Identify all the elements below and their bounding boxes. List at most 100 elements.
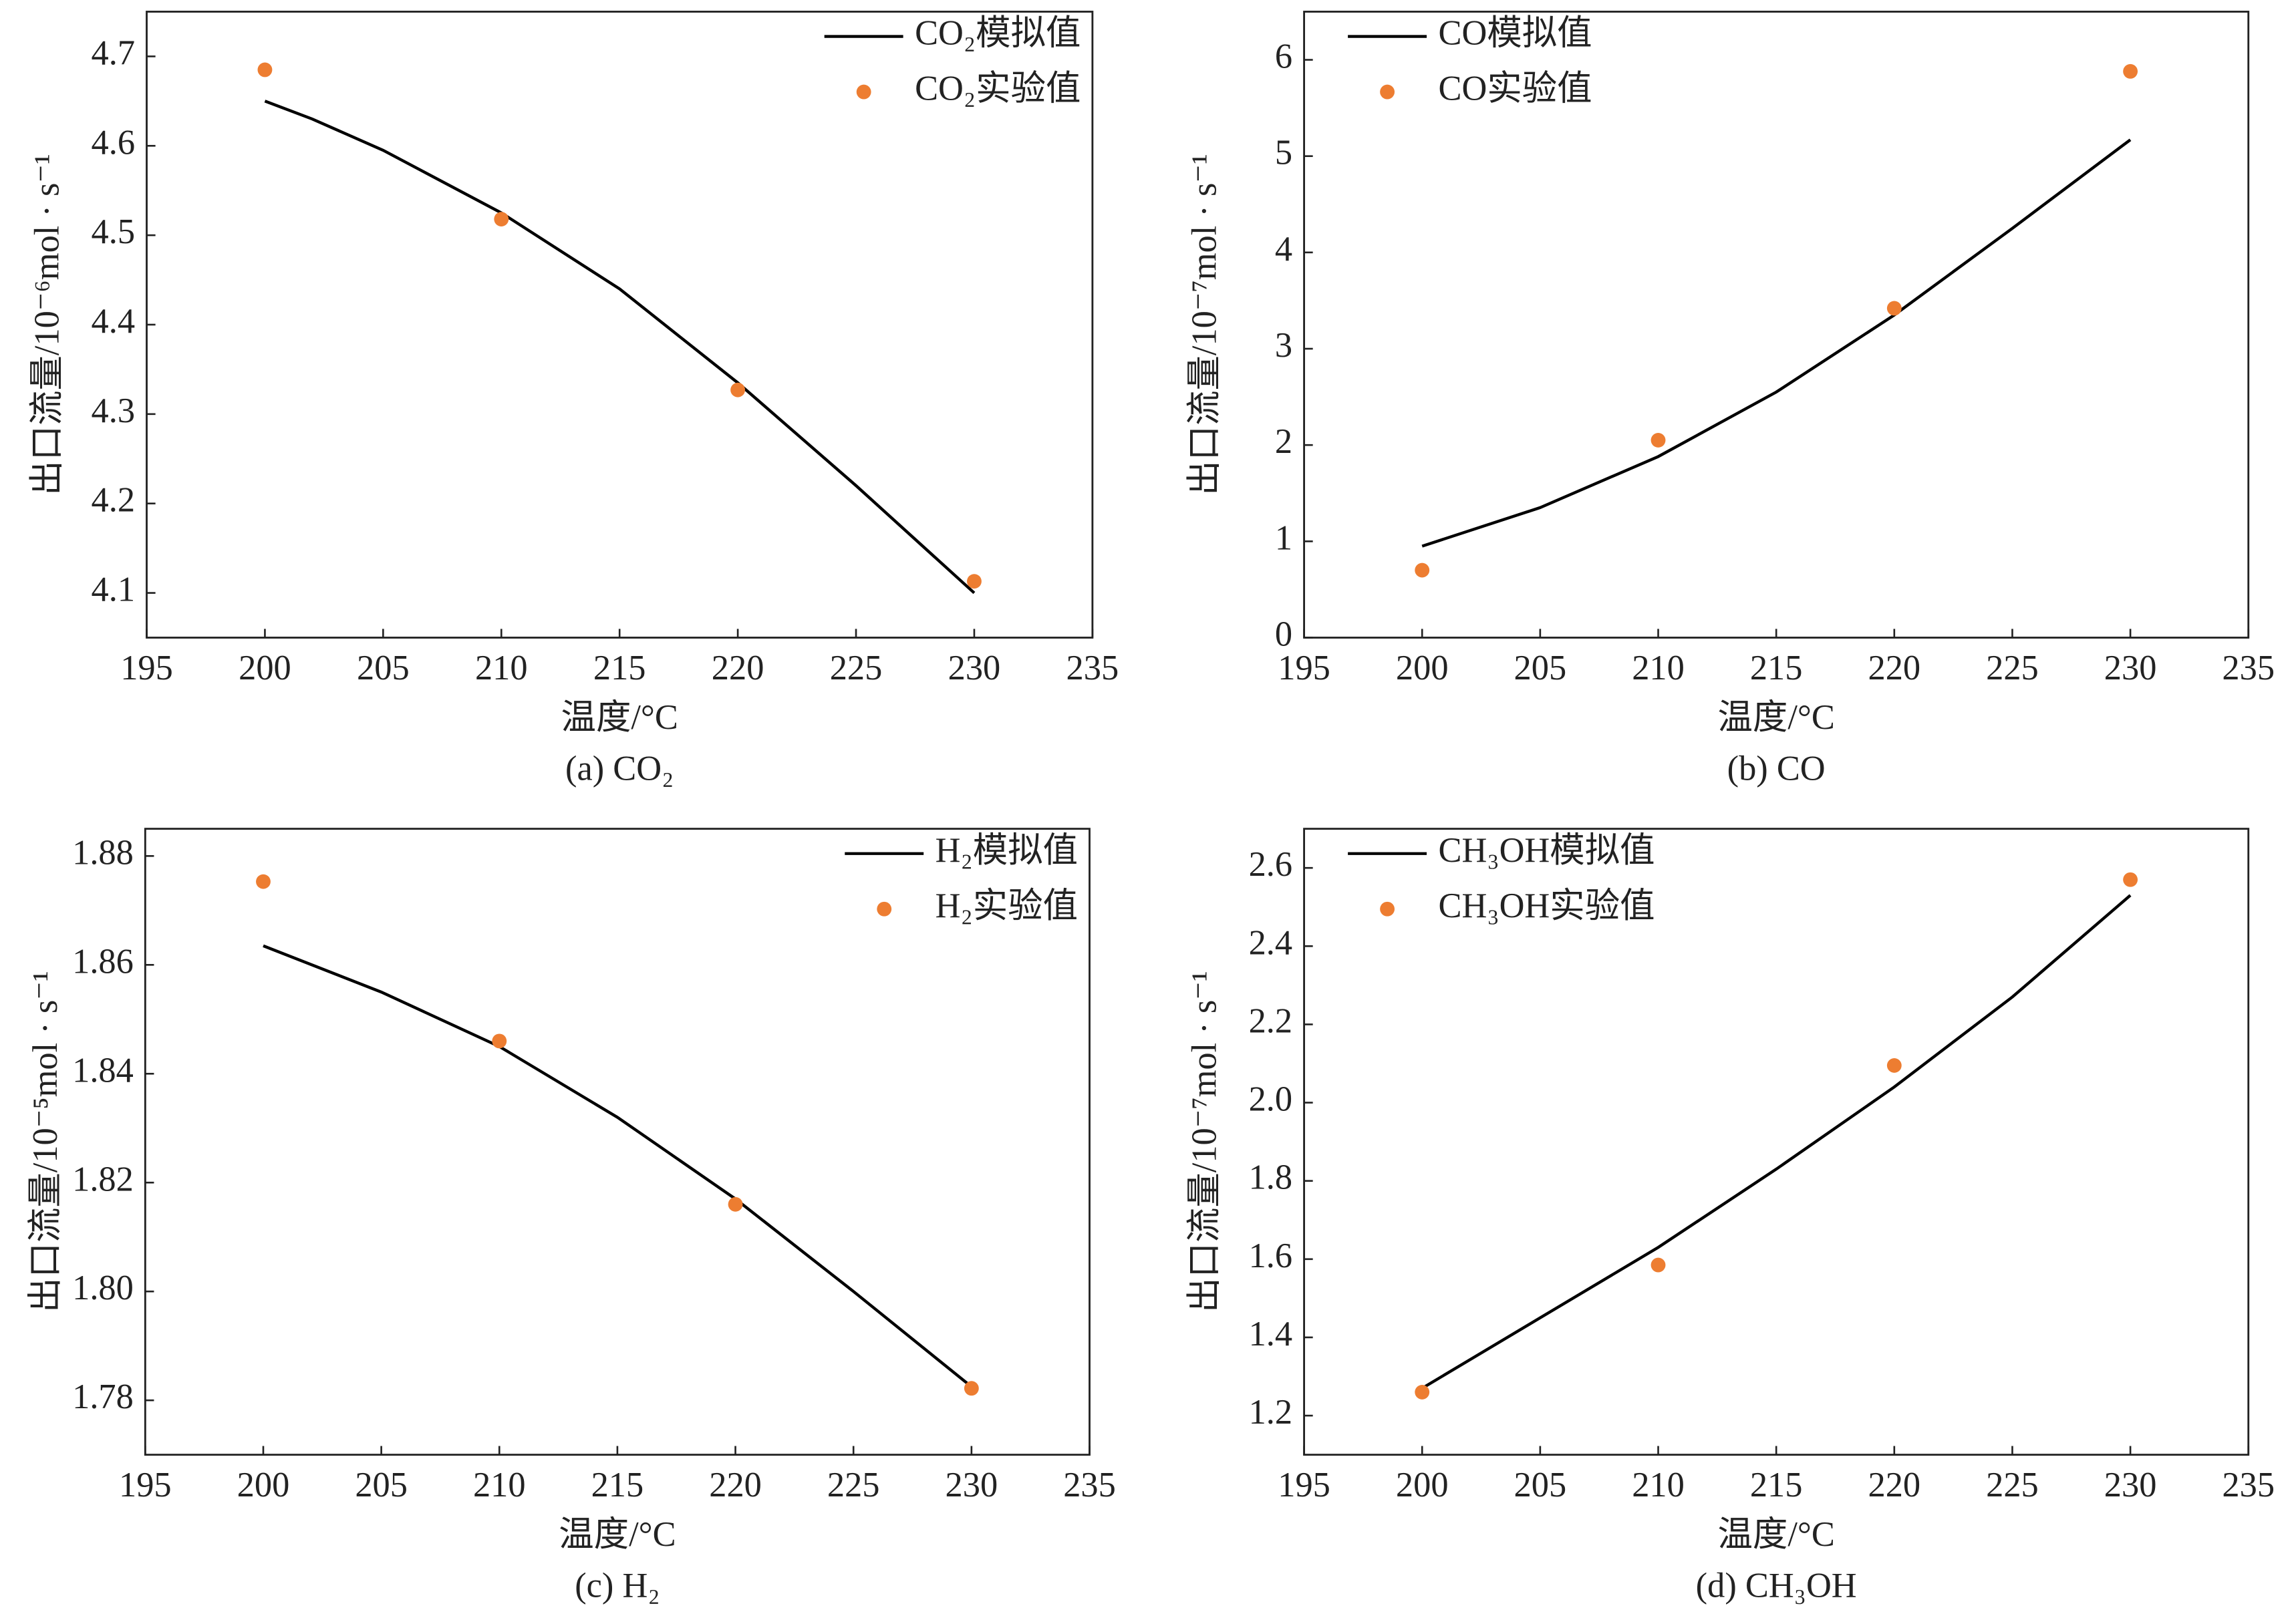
- y-tick-label: 1.82: [72, 1160, 134, 1198]
- exp-point: [1886, 301, 1902, 316]
- x-tick-label: 215: [1750, 649, 1803, 687]
- y-tick-label: 1.88: [72, 833, 134, 872]
- exp-point: [964, 1381, 979, 1396]
- x-tick-label: 200: [1396, 649, 1449, 687]
- x-tick-label: 220: [709, 1466, 762, 1504]
- legend-label: H₂实验值: [936, 886, 1078, 925]
- y-tick-label: 4.5: [92, 212, 136, 251]
- x-axis-label: 温度/°C: [1718, 698, 1835, 737]
- y-tick-label: 2: [1275, 422, 1292, 461]
- exp-point: [1886, 1058, 1902, 1073]
- x-tick-label: 195: [119, 1466, 172, 1504]
- legend-label: CO₂实验值: [915, 69, 1081, 108]
- exp-point: [1651, 1257, 1666, 1273]
- y-tick-label: 2.6: [1249, 845, 1293, 884]
- caption: (c) H₂: [575, 1567, 660, 1605]
- x-tick-label: 200: [237, 1466, 290, 1504]
- y-tick-label: 1.4: [1249, 1315, 1293, 1353]
- exp-point: [2123, 63, 2138, 79]
- sim-line: [264, 100, 976, 595]
- exp-point: [257, 62, 273, 77]
- y-axis-label: 出口流量/10⁻⁷mol · s⁻¹: [1185, 971, 1224, 1312]
- x-tick-label: 225: [827, 1466, 880, 1504]
- legend-label: CH₃OH实验值: [1439, 886, 1655, 925]
- exp-point: [256, 874, 271, 889]
- exp-point: [492, 1033, 507, 1049]
- x-tick-label: 225: [1986, 649, 2039, 687]
- sim-line: [1421, 894, 2132, 1390]
- x-tick-label: 205: [357, 649, 410, 687]
- x-tick-label: 205: [355, 1466, 408, 1504]
- x-tick-label: 200: [239, 649, 291, 687]
- x-tick-label: 220: [712, 649, 764, 687]
- x-tick-label: 205: [1514, 1466, 1567, 1504]
- x-axis-label: 温度/°C: [1718, 1515, 1835, 1554]
- y-tick-label: 4.7: [92, 33, 136, 72]
- x-tick-label: 235: [1066, 649, 1119, 687]
- legend-swatch: [1380, 84, 1395, 100]
- y-tick-label: 3: [1275, 326, 1292, 365]
- y-tick-label: 2.4: [1249, 923, 1293, 962]
- y-tick-label: 4.6: [92, 123, 136, 162]
- x-tick-label: 210: [473, 1466, 526, 1504]
- exp-point: [2123, 872, 2138, 887]
- x-tick-label: 225: [830, 649, 883, 687]
- exp-point: [1415, 562, 1430, 578]
- x-tick-label: 230: [2104, 1466, 2157, 1504]
- x-tick-label: 215: [1750, 1466, 1803, 1504]
- x-tick-label: 205: [1514, 649, 1567, 687]
- exp-point: [1651, 433, 1666, 448]
- x-tick-label: 225: [1986, 1466, 2039, 1504]
- x-axis-label: 温度/°C: [559, 1515, 676, 1554]
- legend-label: CO实验值: [1439, 69, 1592, 108]
- sim-line: [263, 944, 973, 1388]
- y-axis-label: 出口流量/10⁻⁷mol · s⁻¹: [1185, 154, 1224, 495]
- y-tick-label: 1.2: [1249, 1393, 1293, 1432]
- caption: (d) CH₃OH: [1696, 1567, 1857, 1605]
- exp-point: [1415, 1385, 1430, 1400]
- x-axis-label: 温度/°C: [561, 698, 678, 737]
- y-tick-label: 1.86: [72, 942, 134, 981]
- y-tick-label: 1.84: [72, 1051, 134, 1090]
- y-tick-label: 6: [1275, 37, 1292, 76]
- x-tick-label: 230: [946, 1466, 998, 1504]
- x-tick-label: 235: [2222, 1466, 2275, 1504]
- x-tick-label: 195: [1278, 649, 1330, 687]
- caption: (a) CO₂: [565, 749, 674, 788]
- legend-swatch: [1380, 901, 1395, 917]
- x-tick-label: 195: [1278, 1466, 1330, 1504]
- x-tick-label: 210: [1632, 1466, 1685, 1504]
- y-tick-label: 1.80: [72, 1269, 134, 1307]
- caption: (b) CO: [1727, 749, 1826, 788]
- exp-point: [730, 382, 746, 397]
- exp-point: [494, 212, 509, 226]
- x-tick-label: 200: [1396, 1466, 1449, 1504]
- x-tick-label: 220: [1868, 1466, 1921, 1504]
- x-tick-label: 215: [591, 1466, 644, 1504]
- x-tick-label: 195: [120, 649, 173, 687]
- exp-point: [967, 574, 982, 589]
- y-tick-label: 4.1: [92, 571, 136, 609]
- y-tick-label: 5: [1275, 134, 1292, 172]
- y-tick-label: 2.0: [1249, 1080, 1293, 1119]
- chart-panel: 195 200 205 210 215 220 225 230 235 1.78 1.80 1.82 1…: [26, 828, 1116, 1605]
- x-tick-label: 235: [1063, 1466, 1116, 1504]
- x-tick-label: 210: [475, 649, 528, 687]
- chart-panel: 195 200 205 210 215 220 225 230 235 4.1 4.2 4.3 4.4 4…: [27, 11, 1119, 788]
- y-tick-label: 1.6: [1249, 1237, 1293, 1275]
- chart-panel: 195 200 205 210 215 220 225 230 235 1.2 1.4 1.6 1.8 2…: [1185, 828, 2275, 1605]
- y-tick-label: 4.3: [92, 391, 136, 430]
- x-tick-label: 220: [1868, 649, 1921, 687]
- y-tick-label: 1.8: [1249, 1158, 1293, 1197]
- x-tick-label: 230: [2104, 649, 2157, 687]
- legend-swatch: [856, 84, 871, 100]
- legend-label: CO模拟值: [1439, 14, 1592, 53]
- legend-label: H₂模拟值: [936, 831, 1078, 870]
- x-tick-label: 230: [948, 649, 1001, 687]
- sim-line: [1421, 138, 2132, 548]
- legend-label: CH₃OH模拟值: [1439, 831, 1655, 870]
- exp-point: [728, 1196, 743, 1212]
- chart-panel: 195 200 205 210 215 220 225 230 235 0 1 2 3 4 5 6 温度/°C (…: [1185, 11, 2275, 788]
